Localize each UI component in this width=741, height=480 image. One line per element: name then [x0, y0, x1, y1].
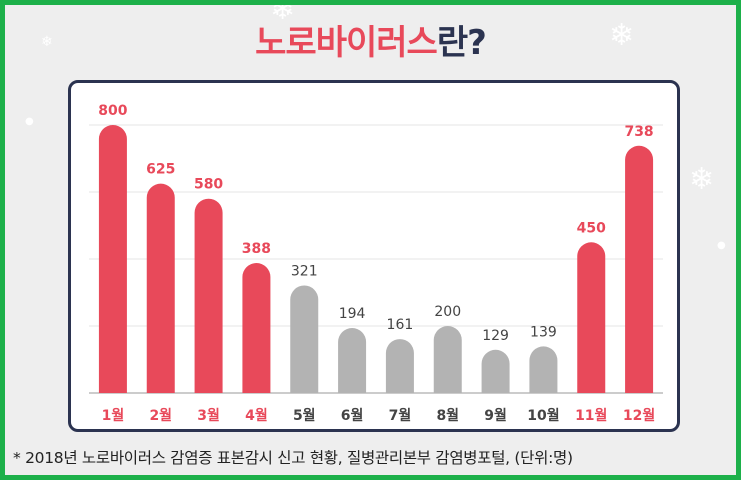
data-label: 800 [98, 103, 127, 119]
data-label: 139 [530, 324, 557, 340]
bar [433, 326, 462, 393]
bar [242, 263, 271, 393]
bar [385, 339, 414, 393]
bar-chart: 800 1월 625 2월 580 3월 388 4월 321 5월 194 6월 161 7월 200 8월… [89, 103, 663, 424]
snowflake-icon: ❄ [41, 34, 53, 50]
snowflake-icon: ❄ [609, 18, 635, 53]
data-label: 200 [434, 304, 461, 320]
bar [194, 198, 223, 393]
data-label: 625 [146, 162, 175, 178]
chart-panel: 800 1월 625 2월 580 3월 388 4월 321 5월 194 6월 161 7월 200 8월… [68, 80, 680, 432]
x-tick-label: 5월 [293, 407, 316, 424]
snowflake-icon: ❄ [270, 0, 296, 27]
data-label: 129 [482, 328, 509, 344]
bar [529, 346, 558, 393]
bar [625, 145, 654, 393]
title-main: 노로바이러스 [255, 23, 438, 63]
x-tick-label: 9월 [484, 407, 507, 424]
data-label: 738 [624, 124, 653, 140]
x-tick-label: 7월 [389, 407, 412, 424]
data-label: 321 [291, 263, 318, 279]
data-label: 161 [387, 317, 414, 333]
x-tick-label: 3월 [197, 407, 220, 424]
footnote: * 2018년 노로바이러스 감염증 표본감시 신고 현황, 질병관리본부 감염… [13, 449, 573, 467]
bar [338, 328, 367, 393]
x-tick-label: 4월 [245, 407, 268, 424]
bar [577, 242, 606, 393]
data-label: 580 [194, 177, 223, 193]
title-suffix: 란? [436, 23, 487, 63]
snowflake-icon: ❄ [689, 162, 715, 197]
data-label: 194 [339, 306, 366, 322]
x-tick-label: 6월 [341, 407, 364, 424]
x-tick-label: 2월 [149, 407, 172, 424]
x-tick-label: 8월 [436, 407, 459, 424]
snowflake-icon: ● [25, 116, 34, 127]
page-title: 노로바이러스란? [5, 15, 736, 64]
bar [290, 285, 319, 393]
data-label: 388 [242, 241, 271, 257]
bar [481, 349, 510, 393]
data-label: 450 [577, 220, 606, 236]
bar [98, 125, 127, 393]
snowflake-icon: ● [717, 240, 726, 251]
x-tick-label: 11월 [575, 407, 607, 424]
x-tick-label: 12월 [623, 407, 655, 424]
bar [146, 183, 175, 393]
x-tick-label: 10월 [527, 407, 559, 424]
x-tick-label: 1월 [102, 407, 125, 424]
